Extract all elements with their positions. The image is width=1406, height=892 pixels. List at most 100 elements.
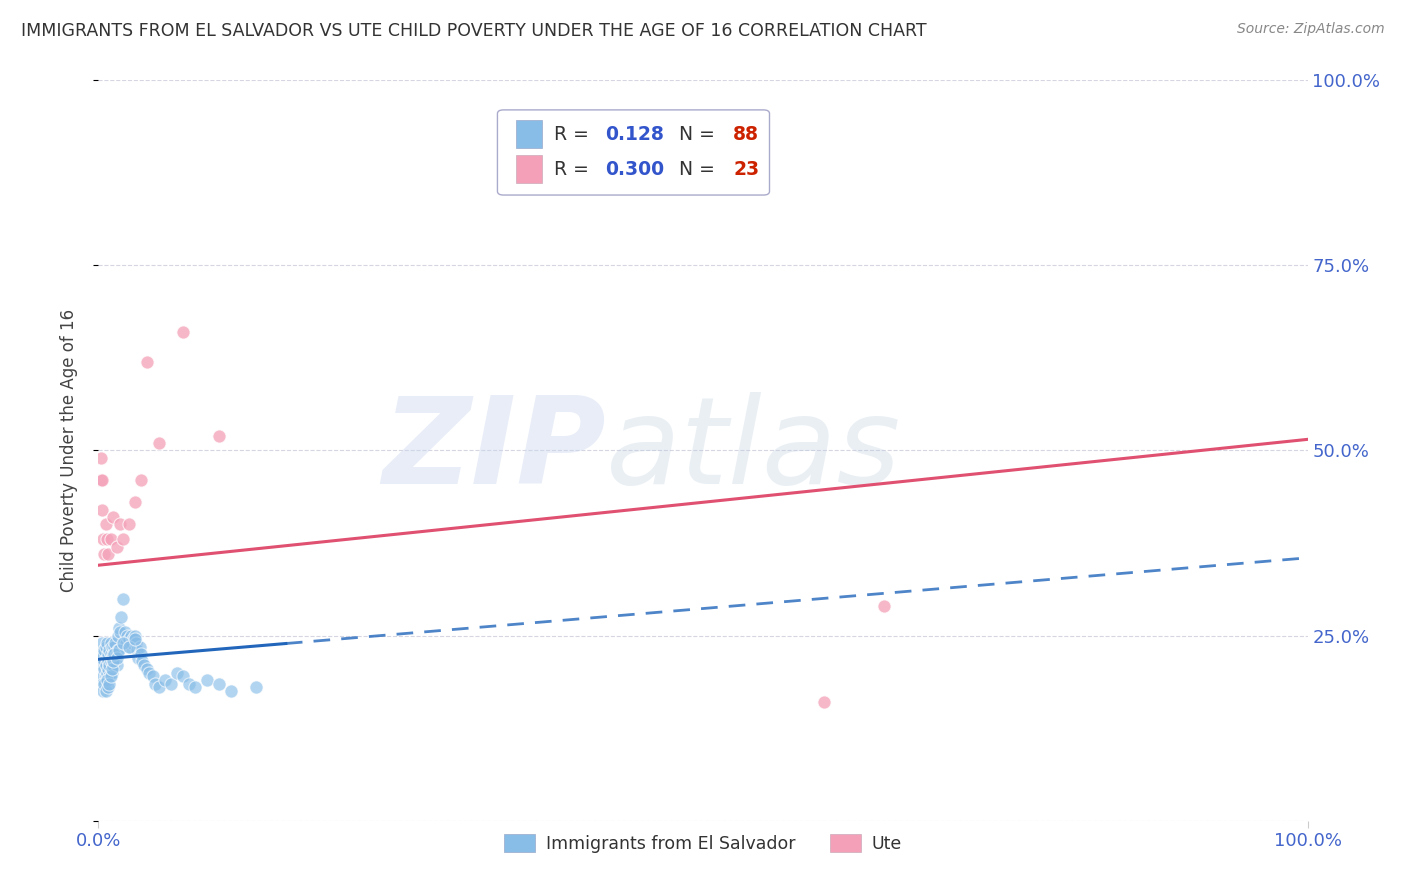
Point [122,632,145,647]
Text: N =: N = [666,125,721,144]
Point [160,676,183,690]
Point [813,695,835,709]
Point [105,650,128,665]
Point [100,650,122,665]
Point [125,636,148,650]
Text: 88: 88 [734,125,759,144]
Point [104,636,127,650]
Point [108,624,131,639]
Point [100,669,122,683]
Bar [516,120,543,148]
Point [129,473,152,487]
Point [94,517,117,532]
Point [91,684,114,698]
Point [153,673,176,687]
Point [100,665,122,680]
Point [93,676,115,690]
Point [105,540,128,554]
Point [103,647,125,661]
Point [135,354,157,368]
Point [96,673,118,687]
Point [91,502,114,516]
Point [131,655,153,669]
Point [97,681,120,695]
Point [97,647,120,661]
Point [118,640,141,654]
Point [98,676,121,690]
Text: N =: N = [666,160,721,178]
Point [105,658,128,673]
Point [221,684,243,698]
Point [135,662,157,676]
Point [128,640,150,654]
Point [134,658,156,673]
Point [97,547,120,561]
Point [104,650,127,665]
Point [97,662,120,676]
Point [108,517,131,532]
Point [114,624,136,639]
Point [93,547,115,561]
Point [184,681,207,695]
Text: atlas: atlas [606,392,901,509]
Point [94,640,117,654]
Point [101,658,124,673]
Point [208,428,231,442]
Point [94,684,117,698]
Bar [516,155,543,183]
Point [148,436,170,450]
Point [148,681,170,695]
Point [98,669,121,683]
Point [93,643,115,657]
Y-axis label: Child Poverty Under the Age of 16: Child Poverty Under the Age of 16 [59,309,77,592]
Point [91,658,114,673]
Point [97,655,120,669]
Point [127,643,149,657]
Point [208,676,231,690]
Point [91,669,114,683]
Point [120,628,142,642]
Point [121,636,143,650]
Point [108,621,131,635]
Point [118,632,141,647]
Point [138,665,160,680]
Text: ZIP: ZIP [382,392,606,509]
Point [129,647,152,661]
FancyBboxPatch shape [498,110,769,195]
Point [111,533,134,547]
Point [172,669,194,683]
Point [195,673,218,687]
Point [127,650,149,665]
Point [111,636,134,650]
Point [100,662,122,676]
Point [96,665,118,680]
Point [115,636,138,650]
Legend: Immigrants from El Salvador, Ute: Immigrants from El Salvador, Ute [498,828,908,860]
Point [103,655,125,669]
Point [103,640,125,654]
Point [91,676,114,690]
Point [91,533,114,547]
Point [100,636,122,650]
Text: 23: 23 [734,160,759,178]
Point [166,665,188,680]
Point [100,655,122,669]
Point [143,676,166,690]
Point [90,473,112,487]
Point [90,650,112,665]
Text: R =: R = [554,125,595,144]
Point [108,643,131,657]
Point [91,636,114,650]
Text: R =: R = [554,160,595,178]
Point [98,658,121,673]
Point [110,610,132,624]
Text: IMMIGRANTS FROM EL SALVADOR VS UTE CHILD POVERTY UNDER THE AGE OF 16 CORRELATION: IMMIGRANTS FROM EL SALVADOR VS UTE CHILD… [21,22,927,40]
Point [107,628,129,642]
Text: 0.300: 0.300 [605,160,664,178]
Point [124,632,146,647]
Text: Source: ZipAtlas.com: Source: ZipAtlas.com [1237,22,1385,37]
Point [118,517,141,532]
Point [142,669,165,683]
Point [179,676,201,690]
Point [873,599,896,613]
